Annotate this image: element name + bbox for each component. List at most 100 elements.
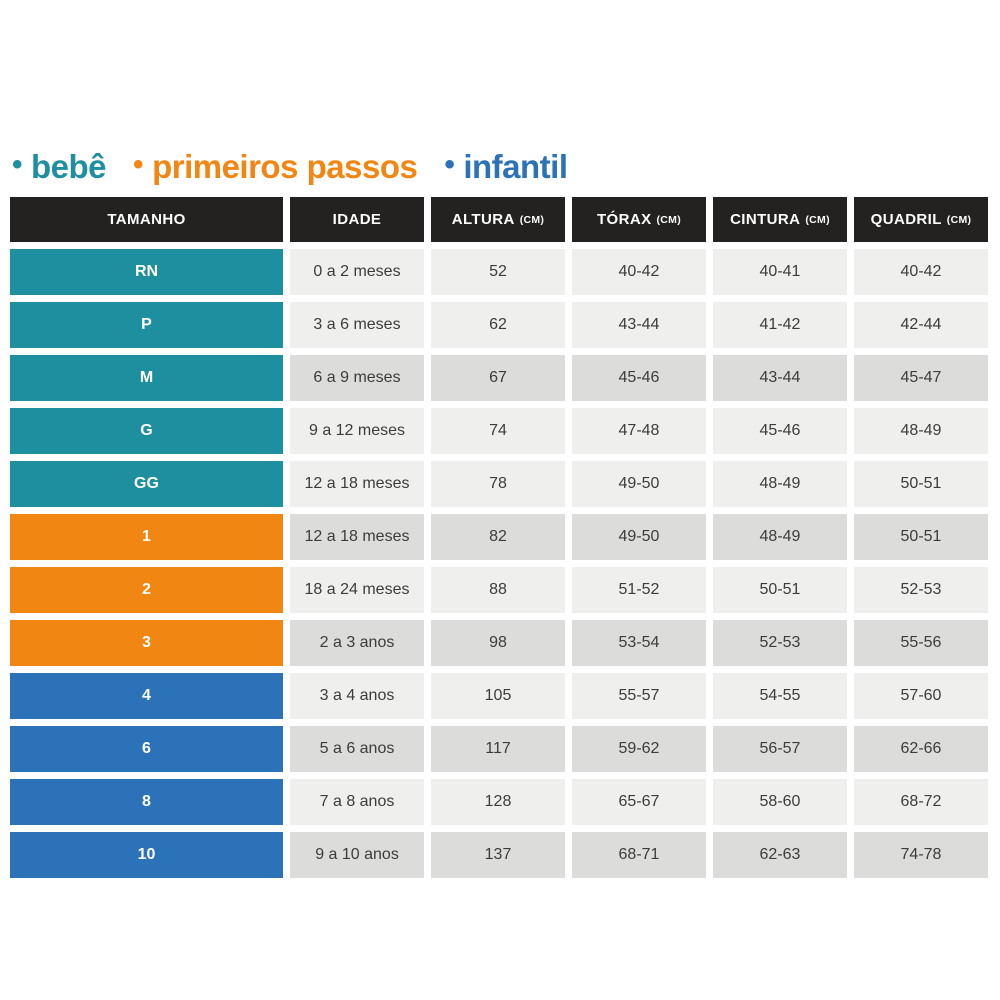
size-cell: 10 <box>10 832 283 878</box>
idade-cell: 18 a 24 meses <box>290 567 424 613</box>
torax-cell: 49-50 <box>572 514 706 560</box>
column-header-label: TAMANHO <box>107 211 186 228</box>
size-table: TAMANHO IDADE ALTURA (CM) TÓRAX (CM) CIN… <box>10 197 988 878</box>
column-header-label: QUADRIL <box>870 211 942 228</box>
torax-cell: 49-50 <box>572 461 706 507</box>
table-row: 2 18 a 24 meses 88 51-52 50-51 52-53 <box>10 567 988 613</box>
quadril-cell: 57-60 <box>854 673 988 719</box>
quadril-cell: 74-78 <box>854 832 988 878</box>
legend-item-infantil: • infantil <box>444 148 568 186</box>
altura-cell: 67 <box>431 355 565 401</box>
idade-cell: 2 a 3 anos <box>290 620 424 666</box>
quadril-cell: 68-72 <box>854 779 988 825</box>
altura-cell: 88 <box>431 567 565 613</box>
legend-label-bebe: bebê <box>31 148 107 185</box>
size-cell: M <box>10 355 283 401</box>
column-header-cintura: CINTURA (CM) <box>713 197 847 242</box>
size-label: G <box>140 422 153 439</box>
table-row: M 6 a 9 meses 67 45-46 43-44 45-47 <box>10 355 988 401</box>
torax-cell: 40-42 <box>572 249 706 295</box>
column-header-label: IDADE <box>332 211 382 228</box>
size-cell: P <box>10 302 283 348</box>
table-row: 6 5 a 6 anos 117 59-62 56-57 62-66 <box>10 726 988 772</box>
quadril-cell: 45-47 <box>854 355 988 401</box>
legend-label-infantil: infantil <box>463 148 568 185</box>
size-label: 3 <box>142 634 151 651</box>
torax-cell: 68-71 <box>572 832 706 878</box>
table-body: RN 0 a 2 meses 52 40-42 40-41 40-42 P 3 … <box>10 249 988 878</box>
column-header-idade: IDADE <box>290 197 424 242</box>
size-label: P <box>141 316 152 333</box>
legend-label-primeiros-passos: primeiros passos <box>152 148 418 185</box>
table-row: 8 7 a 8 anos 128 65-67 58-60 68-72 <box>10 779 988 825</box>
size-cell: 3 <box>10 620 283 666</box>
cintura-cell: 48-49 <box>713 461 847 507</box>
idade-cell: 3 a 4 anos <box>290 673 424 719</box>
bullet-icon: • <box>12 148 23 181</box>
altura-cell: 117 <box>431 726 565 772</box>
quadril-cell: 48-49 <box>854 408 988 454</box>
table-row: 4 3 a 4 anos 105 55-57 54-55 57-60 <box>10 673 988 719</box>
table-row: 3 2 a 3 anos 98 53-54 52-53 55-56 <box>10 620 988 666</box>
column-header-torax: TÓRAX (CM) <box>572 197 706 242</box>
table-header-row: TAMANHO IDADE ALTURA (CM) TÓRAX (CM) CIN… <box>10 197 988 242</box>
table-row: 1 12 a 18 meses 82 49-50 48-49 50-51 <box>10 514 988 560</box>
quadril-cell: 42-44 <box>854 302 988 348</box>
table-row: G 9 a 12 meses 74 47-48 45-46 48-49 <box>10 408 988 454</box>
table-row: RN 0 a 2 meses 52 40-42 40-41 40-42 <box>10 249 988 295</box>
table-row: 10 9 a 10 anos 137 68-71 62-63 74-78 <box>10 832 988 878</box>
torax-cell: 51-52 <box>572 567 706 613</box>
cintura-cell: 40-41 <box>713 249 847 295</box>
bullet-icon: • <box>133 148 144 181</box>
column-header-unit: (CM) <box>946 213 972 226</box>
idade-cell: 9 a 12 meses <box>290 408 424 454</box>
size-label: 8 <box>142 793 151 810</box>
idade-cell: 12 a 18 meses <box>290 461 424 507</box>
altura-cell: 52 <box>431 249 565 295</box>
column-header-label: TÓRAX <box>596 211 652 228</box>
torax-cell: 45-46 <box>572 355 706 401</box>
column-header-unit: (CM) <box>519 213 545 226</box>
altura-cell: 105 <box>431 673 565 719</box>
idade-cell: 12 a 18 meses <box>290 514 424 560</box>
size-cell: RN <box>10 249 283 295</box>
torax-cell: 55-57 <box>572 673 706 719</box>
size-cell: 1 <box>10 514 283 560</box>
idade-cell: 7 a 8 anos <box>290 779 424 825</box>
idade-cell: 6 a 9 meses <box>290 355 424 401</box>
size-label: GG <box>134 475 159 492</box>
cintura-cell: 58-60 <box>713 779 847 825</box>
quadril-cell: 40-42 <box>854 249 988 295</box>
size-label: M <box>139 369 154 386</box>
quadril-cell: 50-51 <box>854 461 988 507</box>
size-label: 10 <box>137 846 156 863</box>
idade-cell: 5 a 6 anos <box>290 726 424 772</box>
size-label: 6 <box>142 740 151 757</box>
cintura-cell: 62-63 <box>713 832 847 878</box>
size-label: RN <box>134 263 159 280</box>
size-cell: 8 <box>10 779 283 825</box>
bullet-icon: • <box>444 148 455 181</box>
torax-cell: 43-44 <box>572 302 706 348</box>
cintura-cell: 50-51 <box>713 567 847 613</box>
cintura-cell: 45-46 <box>713 408 847 454</box>
size-cell: 6 <box>10 726 283 772</box>
column-header-label: ALTURA <box>451 211 515 228</box>
legend-item-primeiros-passos: • primeiros passos <box>133 148 418 186</box>
idade-cell: 3 a 6 meses <box>290 302 424 348</box>
torax-cell: 59-62 <box>572 726 706 772</box>
altura-cell: 74 <box>431 408 565 454</box>
column-header-unit: (CM) <box>656 213 682 226</box>
torax-cell: 53-54 <box>572 620 706 666</box>
torax-cell: 65-67 <box>572 779 706 825</box>
quadril-cell: 50-51 <box>854 514 988 560</box>
size-cell: 4 <box>10 673 283 719</box>
table-row: P 3 a 6 meses 62 43-44 41-42 42-44 <box>10 302 988 348</box>
column-header-unit: (CM) <box>805 213 830 226</box>
legend-item-bebe: • bebê <box>12 148 107 186</box>
quadril-cell: 52-53 <box>854 567 988 613</box>
altura-cell: 62 <box>431 302 565 348</box>
quadril-cell: 62-66 <box>854 726 988 772</box>
legend: • bebê • primeiros passos • infantil <box>12 146 568 188</box>
